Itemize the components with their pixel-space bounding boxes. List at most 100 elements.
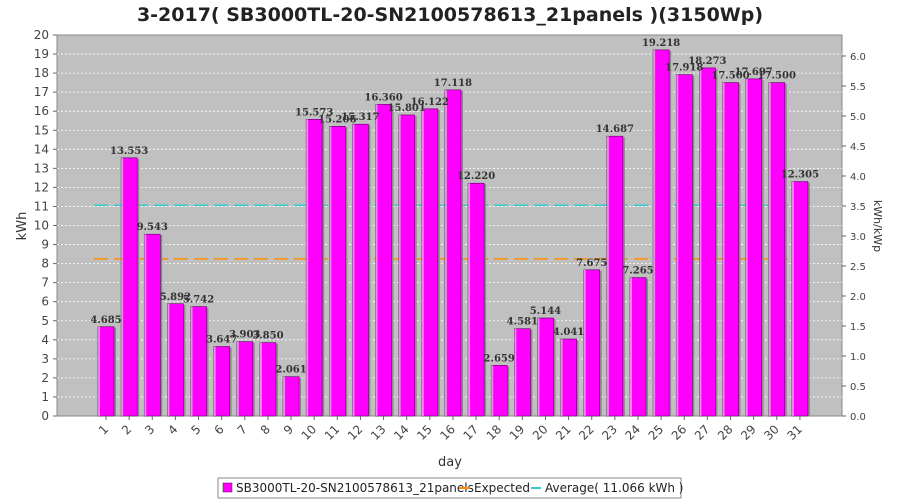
data-label: 16.360 bbox=[364, 92, 402, 103]
x-tick-label: 31 bbox=[784, 422, 805, 443]
bar bbox=[236, 341, 254, 417]
x-tick-label: 18 bbox=[484, 422, 505, 443]
bar-highlight bbox=[583, 269, 586, 416]
bar bbox=[537, 317, 554, 417]
bar-highlight bbox=[722, 82, 725, 416]
y-tick-label: 19 bbox=[34, 47, 49, 61]
bar bbox=[120, 157, 138, 417]
x-tick-label: 20 bbox=[530, 422, 551, 443]
y-right-tick-label: 0.5 bbox=[850, 382, 866, 393]
y-right-tick-label: 3.0 bbox=[850, 232, 866, 243]
bar-highlight bbox=[329, 126, 332, 417]
y-right-tick-label: 0.0 bbox=[850, 412, 866, 423]
bar bbox=[791, 181, 809, 417]
data-label: 4.581 bbox=[507, 317, 538, 328]
x-tick-label: 10 bbox=[299, 422, 320, 443]
y-axis-right-label: kWh/kWp bbox=[871, 200, 884, 252]
legend: SB3000TL-20-SN2100578613_21panels Expect… bbox=[217, 477, 684, 499]
y-tick-label: 17 bbox=[34, 85, 49, 99]
x-tick-label: 21 bbox=[553, 422, 574, 443]
data-label: 15.573 bbox=[295, 107, 333, 118]
y-tick-label: 6 bbox=[41, 295, 49, 309]
bar-highlight bbox=[791, 181, 794, 416]
x-tick-label: 26 bbox=[669, 422, 690, 443]
x-tick-label: 28 bbox=[715, 422, 736, 443]
bar-highlight bbox=[629, 277, 632, 416]
x-tick-label: 19 bbox=[507, 422, 528, 443]
bar bbox=[97, 326, 115, 417]
x-tick-label: 16 bbox=[437, 422, 458, 443]
legend-swatch-production bbox=[222, 482, 233, 493]
data-label: 9.543 bbox=[137, 222, 168, 233]
legend-box bbox=[217, 477, 682, 499]
x-tick-label: 7 bbox=[235, 422, 250, 437]
bar-highlight bbox=[468, 183, 471, 416]
y-tick-label: 10 bbox=[34, 219, 49, 233]
x-tick-label: 24 bbox=[622, 422, 643, 443]
data-label: 7.265 bbox=[622, 266, 653, 277]
y-tick-label: 0 bbox=[41, 409, 49, 423]
data-label: 2.659 bbox=[484, 353, 515, 364]
y-tick-label: 3 bbox=[41, 352, 49, 366]
y-right-tick-label: 2.5 bbox=[850, 262, 866, 273]
legend-production: SB3000TL-20-SN2100578613_21panels bbox=[236, 481, 474, 495]
x-tick-label: 4 bbox=[165, 422, 180, 437]
data-label: 3.903 bbox=[229, 330, 260, 341]
y-tick-label: 20 bbox=[34, 28, 49, 42]
x-tick-label: 25 bbox=[646, 422, 667, 443]
x-tick-label: 2 bbox=[119, 422, 134, 437]
data-label: 15.801 bbox=[388, 103, 426, 114]
x-tick-label: 27 bbox=[692, 422, 713, 443]
bar bbox=[143, 233, 161, 417]
x-tick-label: 13 bbox=[368, 422, 389, 443]
y-tick-label: 1 bbox=[41, 390, 49, 404]
y-axis-right: 0.0 0.5 1.0 1.5 2.0 2.5 3.0 3.5 4.0 4.5 5.0 5.5 6.0 bbox=[842, 52, 866, 423]
x-tick-label: 1 bbox=[96, 422, 111, 437]
y-tick-label: 9 bbox=[41, 238, 49, 252]
bar-highlight bbox=[537, 318, 540, 416]
bar-highlight bbox=[444, 89, 447, 416]
y-tick-label: 15 bbox=[34, 123, 49, 137]
x-tick-label: 29 bbox=[738, 422, 759, 443]
bar bbox=[328, 126, 346, 417]
bar-highlight bbox=[98, 326, 100, 416]
x-tick-label: 12 bbox=[345, 422, 366, 443]
bar bbox=[629, 277, 647, 417]
x-tick-label: 6 bbox=[211, 422, 226, 437]
y-tick-label: 11 bbox=[34, 199, 49, 213]
bar-highlight bbox=[236, 341, 239, 416]
data-label: 4.685 bbox=[90, 315, 121, 326]
bar bbox=[421, 108, 439, 417]
data-label: 19.218 bbox=[642, 38, 680, 49]
bar bbox=[213, 346, 230, 417]
data-label: 17.697 bbox=[734, 67, 772, 78]
x-tick-label: 23 bbox=[599, 422, 620, 443]
bar bbox=[375, 104, 392, 417]
bar bbox=[722, 82, 739, 417]
bar bbox=[652, 49, 670, 417]
x-tick-label: 5 bbox=[188, 422, 203, 437]
bar bbox=[305, 119, 323, 417]
bar-highlight bbox=[653, 49, 656, 417]
x-axis-label: day bbox=[438, 455, 462, 470]
data-label: 14.687 bbox=[596, 124, 634, 135]
y-tick-label: 13 bbox=[34, 161, 49, 175]
bar bbox=[398, 114, 415, 417]
y-right-tick-label: 5.0 bbox=[850, 112, 866, 123]
bar-highlight bbox=[606, 136, 609, 416]
bar bbox=[699, 67, 716, 417]
bar-highlight bbox=[491, 365, 494, 416]
bar-highlight bbox=[398, 114, 401, 416]
y-tick-label: 12 bbox=[34, 180, 49, 194]
bar bbox=[606, 135, 624, 417]
bar bbox=[675, 74, 693, 417]
bar-highlight bbox=[560, 339, 563, 416]
bar bbox=[583, 269, 601, 417]
bar-highlight bbox=[375, 104, 378, 416]
x-tick-label: 22 bbox=[576, 422, 597, 443]
bar bbox=[560, 338, 577, 417]
data-label: 13.553 bbox=[110, 146, 148, 157]
